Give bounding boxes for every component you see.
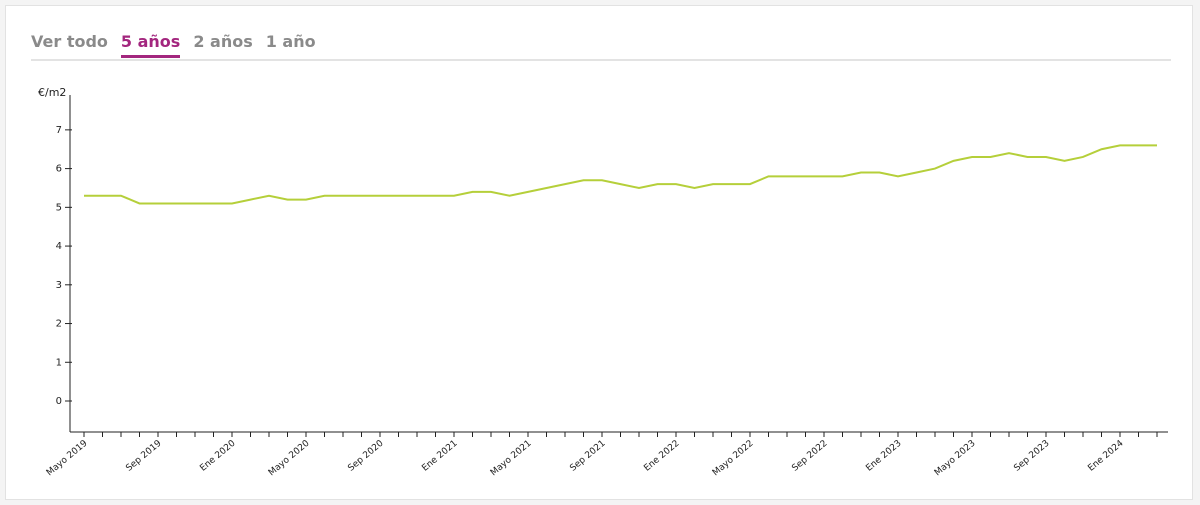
y-tick-label: 6 <box>56 164 62 175</box>
y-tick-label: 2 <box>56 319 62 330</box>
y-axis-label: €/m2 <box>38 86 66 99</box>
x-tick-label: Ene 2020 <box>198 438 237 473</box>
tab[interactable]: 1 año <box>265 32 316 51</box>
x-tick-label: Mayo 2023 <box>933 439 978 479</box>
y-tick-label: 5 <box>56 202 62 213</box>
x-tick-label: Sep 2023 <box>1012 439 1051 474</box>
data-line <box>84 144 1157 205</box>
x-tick-label: Mayo 2019 <box>45 438 90 478</box>
x-tick-label: Mayo 2022 <box>711 439 756 479</box>
y-tick-label: 7 <box>56 125 62 136</box>
tab[interactable]: 5 años <box>120 32 181 58</box>
x-tick-label: Mayo 2020 <box>267 438 312 478</box>
x-tick-label: Sep 2019 <box>124 438 163 473</box>
x-tick-label: Ene 2023 <box>864 439 903 474</box>
y-tick-label: 4 <box>56 241 62 252</box>
x-tick-label: Sep 2021 <box>568 439 607 474</box>
x-tick-label: Mayo 2021 <box>489 439 534 479</box>
x-tick-label: Ene 2024 <box>1086 438 1125 473</box>
card: Ver todo 5 años 2 años 1 año <box>5 5 1193 500</box>
tab[interactable]: 2 años <box>193 32 253 51</box>
y-tick-label: 1 <box>56 357 62 368</box>
x-tick-label: Sep 2022 <box>790 439 829 474</box>
tabs: Ver todo 5 años 2 años 1 año <box>31 32 1171 61</box>
x-tick-label: Ene 2022 <box>642 439 681 474</box>
y-tick-label: 0 <box>56 396 62 407</box>
x-tick-label: Sep 2020 <box>346 438 385 473</box>
tab[interactable]: Ver todo <box>31 32 108 51</box>
x-tick-label: Ene 2021 <box>420 439 459 474</box>
y-tick-label: 3 <box>56 280 62 291</box>
